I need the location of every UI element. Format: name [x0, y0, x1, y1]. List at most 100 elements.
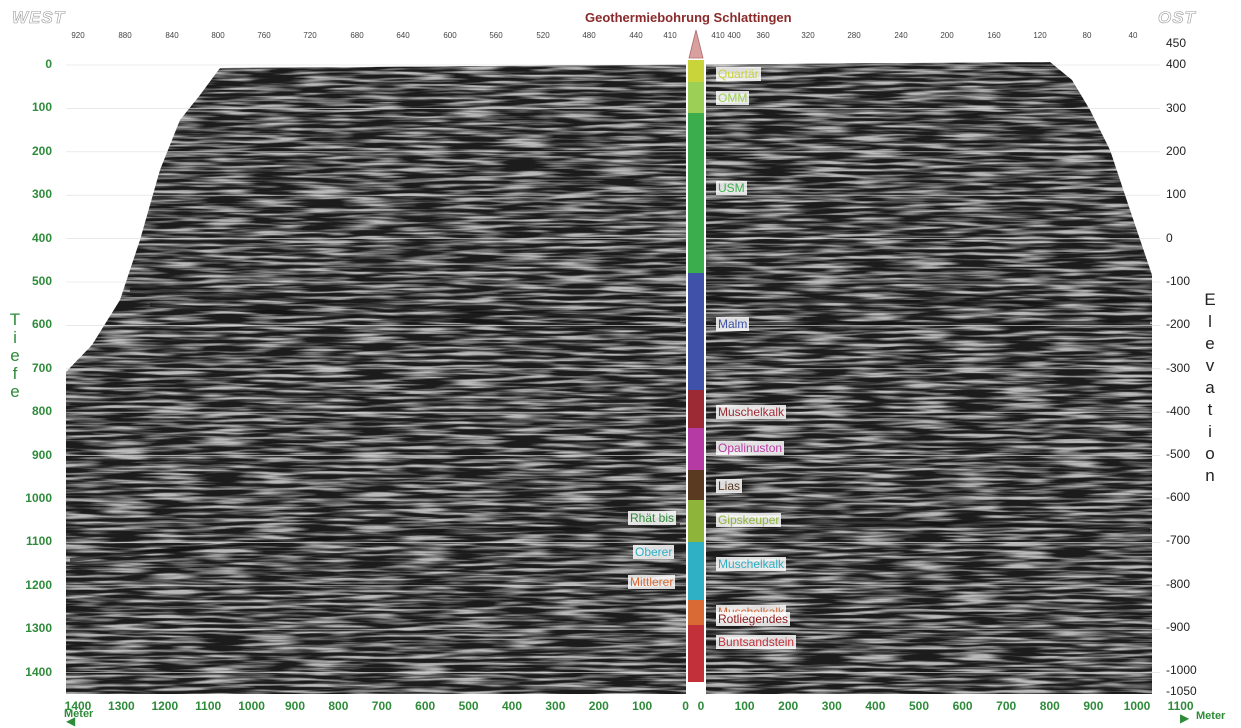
bottom-tick-west: 1100: [195, 699, 222, 713]
bottom-tick-west: 0: [682, 699, 689, 713]
borehole-column: [688, 60, 704, 682]
top-tick-west: 800: [211, 31, 225, 40]
borehole-layer-label: Opalinuston: [716, 441, 785, 455]
depth-tick: 1300: [25, 621, 52, 636]
borehole-layer: [688, 390, 704, 428]
borehole-layer-label: Muschelkalk: [716, 557, 787, 571]
borehole-layer-label: Lias: [716, 479, 743, 493]
borehole-layer-label: OMM: [716, 91, 750, 105]
top-tick-west: 410: [663, 31, 677, 40]
bottom-tick-west: 500: [458, 699, 479, 713]
depth-tick: 1000: [25, 491, 52, 505]
bottom-tick-east: 100: [734, 699, 755, 713]
top-tick-west: 600: [443, 31, 457, 40]
east-label: OST: [1158, 8, 1196, 28]
elevation-tick: 450: [1166, 36, 1187, 50]
depth-label-letter: T: [9, 310, 21, 329]
top-tick-west: 840: [165, 31, 179, 40]
top-tick-east: 40: [1128, 31, 1138, 40]
bottom-tick-east: 600: [952, 699, 973, 713]
top-tick-west: 640: [396, 31, 410, 40]
elevation-tick: -200: [1166, 317, 1191, 331]
elevation-tick: -600: [1166, 490, 1191, 504]
elevation-label-letter: a: [1205, 378, 1215, 397]
bottom-tick-west: 1000: [238, 699, 265, 713]
borehole-layer-label: Quartär: [716, 67, 761, 81]
bottom-tick-east: 1000: [1123, 699, 1151, 713]
depth-label-letter: f: [12, 364, 18, 383]
depth-tick: 400: [31, 230, 52, 245]
bottom-tick-east: 500: [908, 699, 930, 713]
arrow-left-icon: ◀: [66, 714, 76, 728]
depth-tick: 0: [45, 57, 52, 71]
bottom-tick-east: 800: [1039, 699, 1060, 713]
borehole-layer: [688, 273, 704, 390]
top-tick-west: 520: [536, 31, 550, 40]
top-tick-east: 120: [1033, 31, 1047, 40]
bottom-tick-east: 700: [996, 699, 1017, 713]
elevation-tick: -1050: [1166, 684, 1197, 698]
elevation-tick: 300: [1166, 101, 1187, 115]
elevation-label-letter: E: [1204, 290, 1216, 309]
elevation-label-letter: o: [1205, 444, 1215, 463]
bottom-tick-east: 200: [778, 699, 799, 713]
depth-tick: 200: [31, 143, 52, 158]
top-tick-east: 410: [711, 31, 725, 40]
depth-tick: 1100: [25, 534, 52, 549]
elevation-label-letter: l: [1208, 312, 1212, 331]
top-tick-east: 160: [987, 31, 1001, 40]
borehole-layer: [688, 600, 704, 625]
depth-tick: 1200: [25, 577, 52, 592]
bottom-tick-east: 0: [697, 699, 705, 713]
top-tick-west: 920: [71, 31, 85, 40]
bottom-tick-west: 400: [501, 699, 523, 713]
bottom-tick-west: 200: [588, 699, 609, 713]
bottom-tick-east: 900: [1083, 699, 1104, 713]
elevation-label-letter: n: [1205, 466, 1215, 485]
borehole-layer: [688, 428, 704, 470]
borehole-layer: [688, 470, 704, 500]
top-tick-east: 360: [756, 31, 770, 40]
depth-label-letter: i: [13, 328, 17, 347]
elevation-tick: -400: [1166, 404, 1191, 418]
elevation-label-letter: e: [1205, 334, 1215, 353]
top-tick-west: 720: [303, 31, 317, 40]
borehole-left-label: Mittlerer: [628, 575, 676, 589]
borehole-layer: [688, 625, 704, 682]
top-tick-east: 280: [847, 31, 861, 40]
top-tick-west: 880: [118, 31, 132, 40]
elevation-tick: 0: [1166, 231, 1173, 245]
meter-unit-left: Meter: [64, 708, 94, 720]
borehole-extra-label: Rotliegendes: [716, 612, 791, 626]
elevation-tick: 100: [1166, 187, 1187, 201]
borehole-left-label: Oberer: [633, 545, 675, 559]
top-tick-west: 440: [629, 31, 643, 40]
arrow-right-icon: ▶: [1180, 711, 1190, 725]
depth-tick: 900: [31, 447, 52, 462]
borehole-layer-label: Gipskeuper: [716, 513, 782, 527]
depth-tick: 1400: [25, 664, 52, 679]
bottom-tick-west: 100: [632, 699, 653, 713]
top-tick-west: 760: [257, 31, 271, 40]
depth-tick: 100: [31, 100, 52, 115]
bottom-tick-west: 1200: [151, 699, 179, 713]
elevation-label-letter: v: [1205, 356, 1215, 375]
top-tick-west: 560: [489, 31, 503, 40]
depth-tick: 600: [31, 317, 52, 332]
depth-tick: 800: [31, 404, 52, 419]
borehole-layer-label: Malm: [716, 317, 750, 331]
elevation-tick: -800: [1166, 577, 1191, 591]
meter-unit-right: Meter: [1196, 710, 1226, 722]
depth-tick: 300: [31, 187, 52, 202]
elevation-label-letter: t: [1207, 400, 1213, 419]
borehole-layer-label: USM: [716, 181, 747, 195]
depth-tick: 500: [31, 274, 52, 288]
elevation-tick: -700: [1166, 533, 1191, 547]
borehole-top-marker: [688, 29, 704, 59]
depth-label-letter: e: [10, 382, 20, 401]
elevation-label-letter: i: [1208, 422, 1212, 441]
borehole-layer-label: Muschelkalk: [716, 405, 787, 419]
borehole-layer: [688, 60, 704, 82]
borehole-layer: [688, 500, 704, 542]
